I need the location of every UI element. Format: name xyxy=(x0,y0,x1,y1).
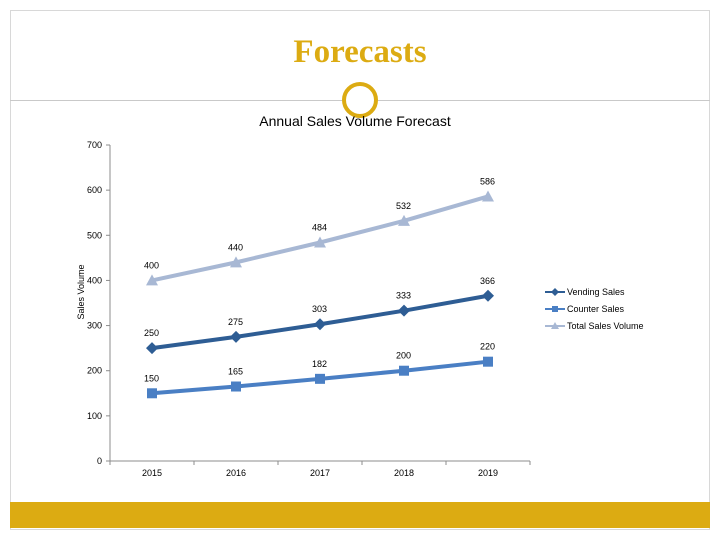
data-label: 586 xyxy=(480,176,495,186)
x-tick-label: 2016 xyxy=(226,468,246,478)
title-divider-left xyxy=(10,100,342,101)
data-point xyxy=(398,214,410,226)
data-label: 366 xyxy=(480,276,495,286)
y-tick-label: 0 xyxy=(97,456,102,466)
slide-title: Forecasts xyxy=(293,34,427,70)
y-tick-label: 100 xyxy=(87,411,102,421)
y-tick-label: 300 xyxy=(87,321,102,331)
data-label: 333 xyxy=(396,291,411,301)
x-tick-label: 2017 xyxy=(310,468,330,478)
data-point xyxy=(230,256,242,268)
x-tick-label: 2015 xyxy=(142,468,162,478)
data-point xyxy=(146,274,158,286)
data-label: 484 xyxy=(312,223,327,233)
data-label: 275 xyxy=(228,317,243,327)
legend-entry: Vending Sales xyxy=(567,287,625,297)
data-label: 250 xyxy=(144,328,159,338)
data-point xyxy=(315,373,325,384)
data-point xyxy=(147,388,157,399)
title-ring-ornament xyxy=(342,82,378,118)
title-divider-right xyxy=(378,100,710,101)
data-label: 400 xyxy=(144,260,159,270)
data-label: 182 xyxy=(312,359,327,369)
y-tick-label: 200 xyxy=(87,366,102,376)
data-point xyxy=(398,304,410,317)
data-point xyxy=(399,365,409,376)
legend-entry: Counter Sales xyxy=(567,304,625,314)
y-tick-label: 500 xyxy=(87,230,102,240)
y-tick-label: 700 xyxy=(87,140,102,150)
x-tick-label: 2018 xyxy=(394,468,414,478)
data-label: 220 xyxy=(480,342,495,352)
data-point xyxy=(231,381,241,392)
legend-marker xyxy=(551,288,559,296)
data-label: 165 xyxy=(228,367,243,377)
data-label: 440 xyxy=(228,242,243,252)
data-label: 150 xyxy=(144,373,159,383)
data-point xyxy=(314,236,326,248)
x-tick-label: 2019 xyxy=(478,468,498,478)
data-point xyxy=(314,318,326,331)
legend-marker xyxy=(552,306,558,312)
data-label: 532 xyxy=(396,201,411,211)
data-point xyxy=(482,289,494,302)
data-label: 200 xyxy=(396,351,411,361)
slide-frame xyxy=(10,10,710,530)
footer-bar xyxy=(10,502,710,528)
y-tick-label: 400 xyxy=(87,275,102,285)
y-tick-label: 600 xyxy=(87,185,102,195)
data-point xyxy=(230,330,242,343)
data-point xyxy=(146,342,158,355)
data-point xyxy=(483,356,493,367)
y-axis-label: Sales Volume xyxy=(76,264,86,319)
legend-entry: Total Sales Volume xyxy=(567,321,644,331)
data-point xyxy=(482,190,494,202)
data-label: 303 xyxy=(312,304,327,314)
chart-title: Annual Sales Volume Forecast xyxy=(259,113,451,129)
legend-marker xyxy=(551,322,559,329)
